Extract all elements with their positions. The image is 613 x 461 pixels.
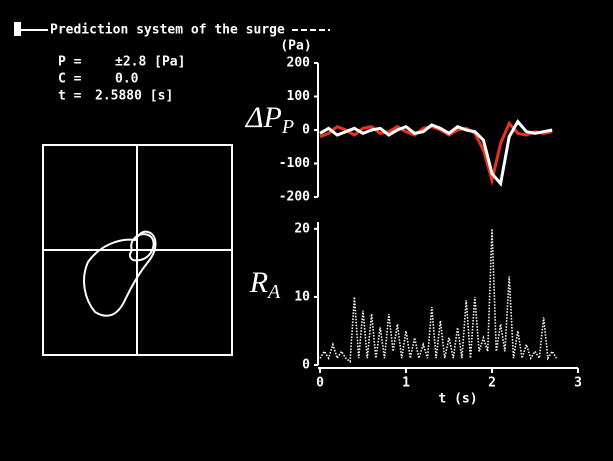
y-tick-label: -100 bbox=[279, 156, 310, 171]
y-tick-label: 20 bbox=[294, 221, 310, 236]
y-unit: (Pa) bbox=[280, 39, 311, 54]
data-line bbox=[319, 228, 558, 364]
x-axis-label: t (s) bbox=[438, 392, 477, 407]
y-tick-label: 10 bbox=[294, 289, 310, 304]
y-tick-label: 200 bbox=[287, 56, 311, 71]
readout-value: 0.0 bbox=[115, 72, 139, 87]
y-tick-label: 0 bbox=[302, 123, 310, 138]
readout-name: P = bbox=[58, 55, 82, 70]
x-tick-label: 1 bbox=[402, 376, 410, 391]
readout-value: ±2.8 [Pa] bbox=[115, 55, 185, 70]
y-axis-label-main: R bbox=[249, 266, 268, 299]
phase-loop bbox=[83, 230, 157, 317]
y-axis-label: RA bbox=[249, 266, 281, 303]
y-tick-label: 0 bbox=[302, 358, 310, 373]
phase-plot bbox=[42, 144, 233, 356]
x-tick-label: 3 bbox=[574, 376, 582, 391]
title: Prediction system of the surge bbox=[50, 23, 285, 38]
y-tick-label: -200 bbox=[279, 190, 310, 205]
x-tick-label: 2 bbox=[488, 376, 496, 391]
y-tick-label: 100 bbox=[287, 89, 311, 104]
cursor bbox=[14, 22, 21, 36]
readout-name: t = bbox=[58, 89, 82, 104]
y-axis-label-main: ΔP bbox=[245, 101, 282, 134]
x-tick-label: 0 bbox=[316, 376, 324, 391]
readout-value: 2.5880 [s] bbox=[95, 89, 173, 104]
y-axis-label-sub: P bbox=[281, 116, 294, 138]
phase-loop bbox=[129, 233, 155, 262]
data-line bbox=[319, 119, 553, 187]
readout-name: C = bbox=[58, 72, 82, 87]
y-axis-label: ΔPP bbox=[245, 101, 294, 138]
y-axis-label-sub: A bbox=[266, 281, 281, 303]
